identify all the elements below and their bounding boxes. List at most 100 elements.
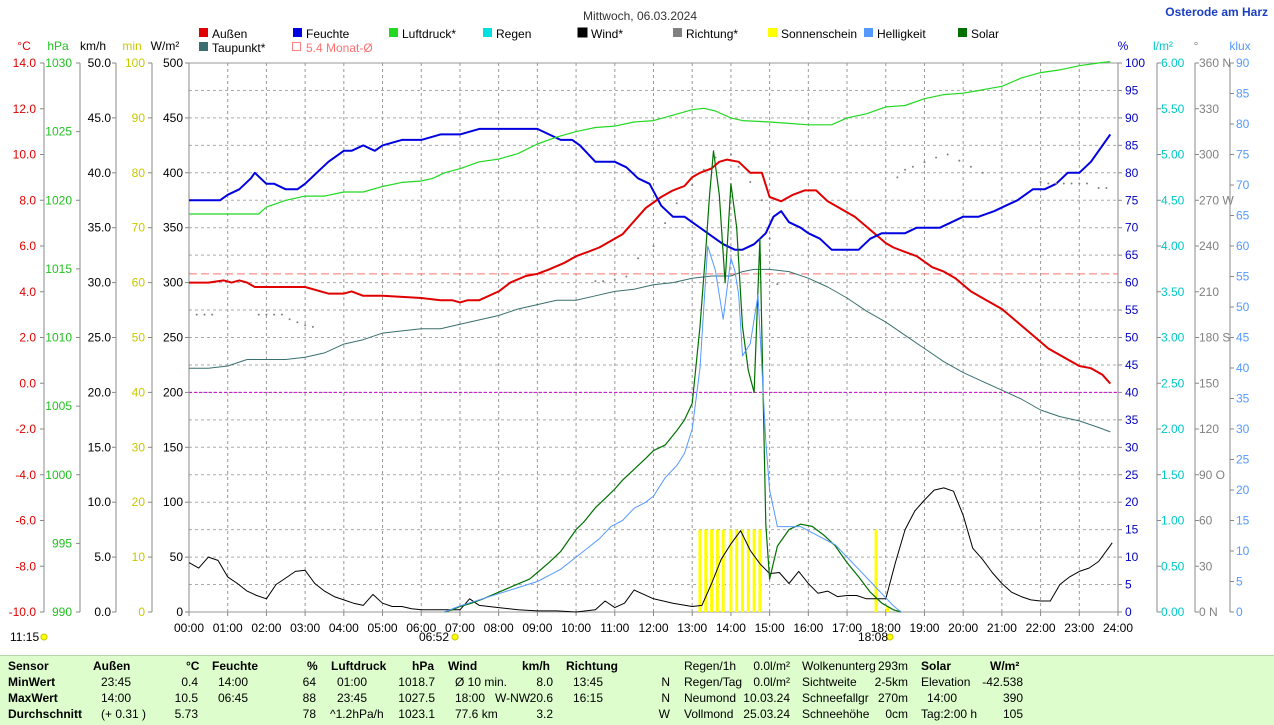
richtung-point [602,280,605,283]
x-tick-label: 08:00 [484,621,514,635]
richtung-point [613,278,616,281]
richtung-point [768,237,771,240]
press-tick-label: 1010 [45,331,72,345]
row-label-min: MinWert [8,675,56,689]
hum-tick-label: 55 [1125,303,1139,317]
hum-tick-label: 75 [1125,193,1139,207]
lux-tick-label: 30 [1236,422,1250,436]
legend-swatch [864,28,873,37]
rain-tick-label: 6.00 [1161,56,1185,70]
richtung-point [637,257,640,260]
stats-header-richtung: Richtung [566,659,618,673]
stats-header-solar: Solar [921,659,952,673]
richtung-point [714,156,717,159]
wind-tick-label: 45.0 [88,111,112,125]
hum-tick-label: 85 [1125,138,1139,152]
dir-tick-label: 90 O [1199,468,1225,482]
wolkenunterg-label: Wolkenunterg [802,659,876,673]
rain-tick-label: 5.50 [1161,102,1185,116]
richtung-point [195,313,198,316]
location-label: Osterode am Harz [1165,5,1268,19]
feuchte-max-value: 88 [302,691,316,705]
richtung-point [1047,182,1050,185]
regen-tag-value: 0.0l/m² [753,675,790,689]
dir-tick-label: 360 N [1199,56,1231,70]
hum-tick-label: 95 [1125,83,1139,97]
x-tick-label: 12:00 [638,621,668,635]
noon-sun-marker [40,633,48,641]
legend-label: Taupunkt* [212,41,266,55]
lux-tick-label: 60 [1236,239,1250,253]
weather-chart: Mittwoch, 06.03.2024 Osterode am Harz Au… [9,5,1268,644]
lux-tick-label: 5 [1236,575,1243,589]
solar-tick-label: 0 [176,605,183,619]
richtung-point [203,313,206,316]
legend-swatch [483,28,492,37]
sunmin-tick-label: 30 [132,440,146,454]
hum-tick-label: 50 [1125,331,1139,345]
dir-tick-label: 180 S [1199,331,1230,345]
press-tick-label: 1025 [45,125,72,139]
stats-header-aussen-unit: °C [186,659,200,673]
x-tick-label: 14:00 [716,621,746,635]
schneefallgr-value: 270m [877,691,908,705]
sunmin-tick-label: 50 [132,331,146,345]
dir-tick-label: 330 [1199,102,1219,116]
row-label-avg: Durchschnitt [8,707,83,721]
temp-tick-label: -6.0 [15,514,36,528]
richtung-point [760,199,763,202]
lux-tick-label: 85 [1236,87,1250,101]
legend-label: Wind* [591,27,623,41]
richtung-point [923,161,926,164]
stats-header-aussen: Außen [93,659,131,673]
lux-tick-label: 65 [1236,209,1250,223]
hum-tick-label: 65 [1125,248,1139,262]
solar-elevation-value: -42.538 [982,675,1023,689]
lux-tick-label: 40 [1236,361,1250,375]
regen-tag-label: Regen/Tag [684,675,743,689]
sunmin-tick-label: 20 [132,495,146,509]
legend-label: Helligkeit [877,27,926,41]
x-tick-label: 22:00 [1026,621,1056,635]
temp-axis-unit: °C [17,39,31,53]
solar-tick-label: 500 [163,56,183,70]
sunset-sun-marker [886,633,894,641]
richtung-max-value: N [661,691,670,705]
feuchte-max-time: 06:45 [218,691,249,705]
wind-tick-label: 15.0 [88,440,112,454]
hum-tick-label: 5 [1125,578,1132,592]
hum-tick-label: 35 [1125,413,1139,427]
dir-tick-label: 120 [1199,422,1219,436]
richtung-point [625,275,628,278]
dir-tick-label: 60 [1199,514,1213,528]
hum-axis-unit: % [1118,39,1129,53]
hum-tick-label: 100 [1125,56,1145,70]
hum-tick-label: 25 [1125,468,1139,482]
wolkenunterg-value: 293m [877,659,908,673]
series-line-helligkeit [444,245,902,613]
richtung-avg-value: W [658,707,670,721]
lux-tick-label: 80 [1236,117,1250,131]
series-line-außen [189,158,1112,385]
rain-tick-label: 5.00 [1161,148,1185,162]
hum-tick-label: 45 [1125,358,1139,372]
wind-tick-label: 35.0 [88,221,112,235]
series-line-solar [444,150,902,613]
wind-max-time: 18:00 [455,691,486,705]
temp-tick-label: -8.0 [15,559,36,573]
solar-max-value: 390 [1002,691,1023,705]
temp-tick-label: 4.0 [19,285,36,299]
richtung-point [776,283,779,286]
schneehoehe-label: Schneehöhe [802,707,870,721]
neumond-value: 10.03.24 [743,691,790,705]
rain-tick-label: 3.50 [1161,285,1185,299]
y-axes: 14.0 12.0 10.0 8.0 6.0 4.0 2.0 0.0 -2.0 -4.0 -6.0 -… [9,39,1251,619]
rain-tick-label: 2.00 [1161,422,1185,436]
sunshine-bar [704,529,708,612]
x-tick-label: 17:00 [832,621,862,635]
aussen-max-value: 10.5 [174,691,198,705]
solar-sun-hours-label: Tag:2:00 h [921,707,978,721]
legend-swatch [199,42,208,51]
wind-avg-period: Ø 10 min. [455,675,508,689]
solar-tick-label: 400 [163,166,183,180]
